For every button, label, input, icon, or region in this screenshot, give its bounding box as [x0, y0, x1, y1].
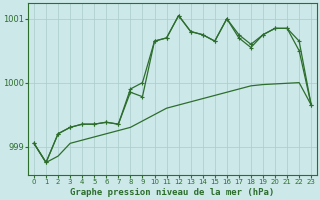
X-axis label: Graphe pression niveau de la mer (hPa): Graphe pression niveau de la mer (hPa): [70, 188, 275, 197]
